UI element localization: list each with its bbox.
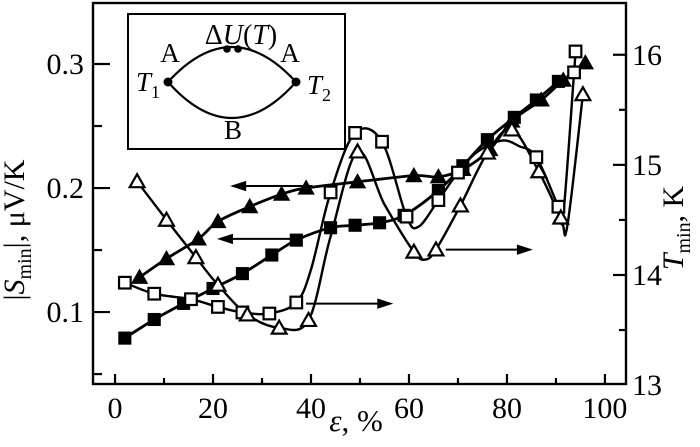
smin-filled-triangles-marker	[130, 268, 149, 284]
t1-label: T1	[136, 67, 160, 102]
tmin-open-triangles-marker	[348, 142, 367, 159]
axis-tick-labels: 0 20 40 60 80 100 0.1 0.2 0.3 13 14 15 16	[47, 39, 663, 425]
tmin-open-squares-marker	[431, 193, 446, 208]
tmin-open-squares-marker	[262, 306, 277, 321]
axis-pointer-arrows	[216, 180, 533, 309]
x-tick-label: 0	[108, 392, 123, 425]
tmin-open-triangles-marker	[426, 240, 446, 257]
smin-filled-squares-marker	[147, 312, 161, 327]
tmin-open-squares-marker	[147, 286, 162, 301]
arrow-head	[230, 180, 247, 192]
tmin-open-squares-marker	[375, 134, 389, 149]
tmin-open-triangles-marker	[157, 210, 176, 227]
smin-filled-triangles-marker	[532, 91, 550, 107]
tmin-open-squares-marker	[289, 295, 304, 310]
tmin-open-squares-marker	[211, 300, 225, 314]
tmin-open-triangles-marker	[186, 247, 206, 265]
smin-filled-triangles-marker	[272, 185, 291, 201]
tmin-open-squares-marker	[117, 275, 132, 290]
smin-filled-squares-marker	[324, 221, 338, 235]
tmin-open-squares-marker	[184, 292, 198, 307]
junction-dot	[163, 77, 173, 87]
tmin-open-triangles-marker	[551, 208, 571, 225]
left-tick-label: 0.3	[47, 48, 85, 81]
smin-filled-triangles-marker	[157, 250, 176, 266]
smin-filled-triangles-marker	[405, 166, 423, 183]
left-axis-label: |Smin|, μV/K	[0, 159, 36, 300]
arrow-open-triangles-to-right-axis	[445, 244, 533, 255]
tmin-open-triangles-marker	[529, 162, 549, 179]
inset-thermocouple-diagram: ΔU(T)A AT1 T2B	[127, 13, 346, 150]
smin-filled-triangles-marker	[348, 173, 367, 189]
x-tick-label: 40	[296, 392, 326, 425]
tmin-open-triangles-marker	[269, 318, 289, 335]
smin-filled-triangles-curve	[138, 61, 587, 279]
junction-dot	[291, 77, 301, 87]
right-tick-label: 15	[632, 149, 662, 182]
arrow-filled-triangles-to-left-axis	[230, 180, 313, 192]
tmin-open-triangles-marker	[238, 305, 257, 322]
t2-label: T2	[307, 70, 331, 105]
right-tick-label: 13	[632, 369, 662, 402]
x-axis-label: ε, %	[329, 403, 383, 438]
tmin-open-squares-marker	[348, 126, 362, 140]
smin-filled-squares-marker	[265, 248, 279, 262]
inset-border	[127, 13, 346, 150]
tmin-open-triangles-marker	[127, 171, 147, 189]
x-tick-label: 20	[198, 392, 228, 425]
smin-filled-squares-marker	[373, 216, 387, 230]
smin-filled-triangles-marker	[554, 71, 572, 87]
thermocouple-loop	[167, 45, 297, 120]
tmin-open-triangles-marker	[451, 196, 470, 213]
tmin-open-squares-marker	[451, 165, 465, 180]
tmin-open-triangles-marker	[478, 143, 497, 160]
right-axis-label: Tmin, K	[657, 185, 695, 270]
smin-filled-triangles-marker	[209, 212, 227, 229]
smin-filled-triangles-marker	[429, 168, 448, 184]
delta-u-label: ΔU(T)	[205, 20, 277, 51]
tmin-open-triangles-marker	[573, 84, 593, 102]
tmin-open-squares-marker	[568, 44, 583, 59]
x-tick-label: 80	[492, 392, 522, 425]
tmin-open-squares-marker	[399, 209, 414, 224]
arrow-head	[516, 244, 533, 255]
tmin-open-squares-marker	[323, 185, 338, 200]
arrow-filled-squares-to-left-axis	[216, 233, 292, 245]
tmin-open-squares-marker	[567, 65, 581, 80]
tmin-open-triangles-marker	[502, 120, 522, 137]
smin-filled-squares-marker	[348, 218, 362, 232]
wire-a-left-label: A	[160, 38, 180, 68]
tmin-open-triangles-marker	[208, 275, 228, 292]
smin-filled-triangles-marker	[576, 54, 595, 70]
tmin-open-squares-marker	[529, 150, 544, 165]
arrow-head	[216, 233, 233, 245]
arrow-head	[377, 298, 394, 309]
right-tick-label: 14	[632, 259, 662, 292]
voltage-terminal-dot	[223, 45, 231, 53]
axis-ticks	[93, 53, 626, 384]
tmin-open-triangles-marker	[404, 242, 424, 259]
smin-filled-triangles-marker	[241, 197, 259, 214]
wire-b-label: B	[224, 115, 242, 145]
right-tick-label: 16	[632, 39, 662, 72]
x-tick-label: 60	[394, 392, 424, 425]
left-tick-label: 0.1	[47, 296, 85, 329]
wire-a-right-label: A	[280, 38, 300, 68]
left-tick-label: 0.2	[47, 172, 85, 205]
tmin-open-squares-marker	[551, 199, 566, 214]
smin-filled-triangles-marker	[189, 230, 208, 246]
smin-filled-squares-marker	[118, 331, 132, 345]
tmin-open-triangles-marker	[299, 310, 318, 328]
voltage-terminal-dot	[234, 45, 242, 53]
axis-titles: ε, % |Smin|, μV/K Tmin, K	[0, 159, 695, 438]
smin-filled-triangles-marker	[297, 179, 315, 195]
series-markers	[117, 44, 595, 345]
smin-filled-squares-marker	[289, 233, 303, 247]
arrow-open-squares-to-right-axis	[306, 298, 394, 309]
x-tick-label: 100	[582, 392, 627, 425]
smin-filled-squares-marker	[235, 267, 249, 281]
